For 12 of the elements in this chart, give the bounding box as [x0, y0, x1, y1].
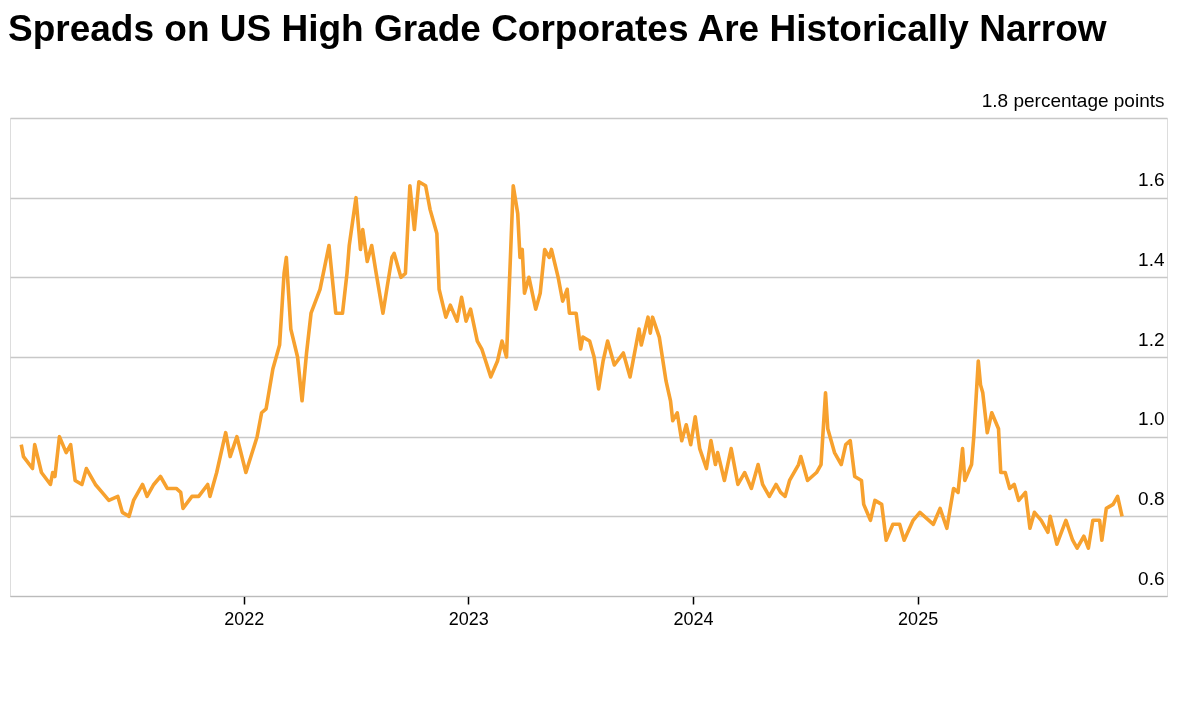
y-tick-label: 1.8 percentage points — [981, 89, 1165, 111]
chart-title: Spreads on US High Grade Corporates Are Historically Narrow — [8, 8, 1107, 49]
x-tick-label: 2025 — [898, 608, 939, 629]
y-tick-label: 0.8 — [1138, 487, 1165, 509]
x-tick-label: 2024 — [673, 608, 714, 629]
y-tick-label: 0.6 — [1138, 567, 1165, 589]
y-tick-label: 1.0 — [1138, 408, 1165, 430]
y-tick-label: 1.2 — [1138, 328, 1165, 350]
x-tick-label: 2022 — [224, 608, 265, 629]
y-tick-label: 1.4 — [1138, 248, 1165, 270]
y-tick-label: 1.6 — [1138, 169, 1165, 191]
x-tick-label: 2023 — [448, 608, 489, 629]
